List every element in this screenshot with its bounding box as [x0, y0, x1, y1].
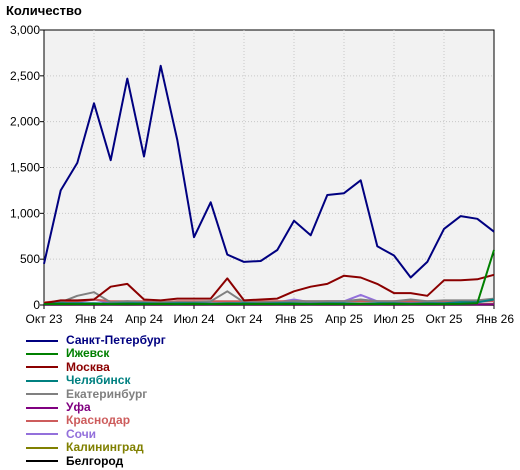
series-lines	[43, 64, 495, 306]
y-axis-label: Количество	[6, 3, 82, 18]
legend-item: Калининград	[26, 440, 166, 455]
legend-item: Санкт-Петербург	[26, 333, 166, 347]
legend-swatch	[26, 353, 58, 356]
y-axis-ticks: 0 500 1,000 1,500 2,000 2,500 3,000	[10, 23, 44, 312]
x-tick-label: Окт 25	[426, 312, 463, 326]
x-tick-label: Окт 23	[26, 312, 63, 326]
y-tick-label: 3,000	[10, 23, 40, 37]
series-line-5	[43, 290, 495, 305]
x-tick-label: Янв 26	[476, 312, 515, 326]
y-tick-label: 2,500	[10, 69, 40, 83]
x-axis-ticks: Окт 23 Янв 24 Апр 24 Июл 24 Окт 24 Янв 25 Апр …	[26, 305, 515, 326]
x-tick-label: Апр 25	[325, 312, 363, 326]
legend-item: Челябинск	[26, 373, 166, 388]
series-line-1	[43, 64, 495, 279]
legend-swatch	[26, 446, 58, 449]
x-tick-label: Окт 24	[226, 312, 263, 326]
legend-swatch	[26, 339, 58, 342]
x-tick-label: Июл 25	[373, 312, 414, 326]
legend-label: Москва	[66, 359, 110, 374]
series-line-2	[43, 249, 495, 306]
legend-label: Краснодар	[66, 413, 131, 428]
legend-label: Белгород	[66, 453, 124, 468]
legend-swatch	[26, 460, 58, 463]
x-tick-label: Июл 24	[173, 312, 214, 326]
legend-label: Калининград	[66, 440, 144, 455]
x-tick-label: Янв 25	[275, 312, 314, 326]
legend-swatch	[26, 379, 58, 382]
y-tick-label: 1,500	[10, 161, 40, 175]
legend-item: Москва	[26, 359, 166, 374]
legend-item: Краснодар	[26, 413, 166, 428]
legend-item: Екатеринбург	[26, 386, 166, 401]
y-tick-label: 500	[20, 252, 40, 266]
legend-item: Белгород	[26, 453, 166, 468]
legend-swatch	[26, 433, 58, 436]
legend-label: Екатеринбург	[66, 386, 148, 401]
y-tick-label: 1,000	[10, 206, 40, 220]
y-tick-label: 0	[33, 298, 40, 312]
legend-swatch	[26, 393, 58, 396]
legend-label: Ижевск	[66, 346, 110, 361]
legend-swatch	[26, 406, 58, 409]
x-tick-label: Янв 24	[75, 312, 114, 326]
legend-item: Уфа	[26, 399, 166, 414]
legend-item: Сочи	[26, 426, 166, 441]
grid-lines	[44, 30, 494, 305]
legend-label: Сочи	[66, 426, 97, 441]
legend-label: Уфа	[66, 399, 91, 414]
series-line-3	[43, 273, 495, 305]
x-tick-label: Апр 24	[125, 312, 163, 326]
legend-item: Ижевск	[26, 346, 166, 361]
legend: Санкт-Петербург Ижевск Москва Челябинск Екат…	[26, 333, 166, 468]
y-tick-label: 2,000	[10, 115, 40, 129]
legend-swatch	[26, 420, 58, 423]
legend-swatch	[26, 366, 58, 369]
legend-label: Санкт-Петербург	[66, 333, 166, 347]
legend-label: Челябинск	[66, 373, 131, 388]
